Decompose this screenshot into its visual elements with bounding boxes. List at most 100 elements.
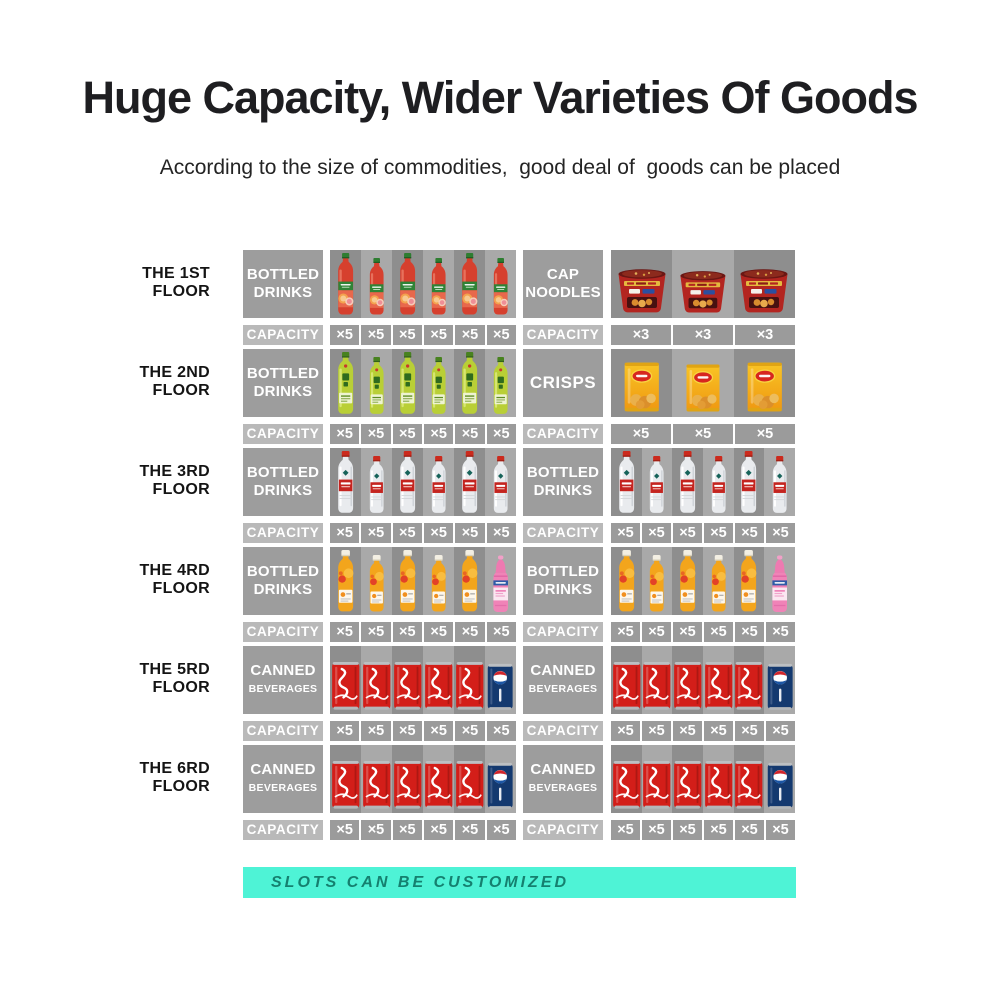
green-tea-bottle-icon <box>366 357 387 414</box>
product-slots <box>330 448 516 516</box>
floor-row: THE 3RD FLOOR BOTTLED DRINKS BOTTLED DRINKS CA… <box>139 448 796 543</box>
product-slot <box>672 646 704 714</box>
product-slot <box>423 448 454 516</box>
capacity-value: ×5 <box>392 820 422 840</box>
capacity-values: ×5 ×5 ×5 ×5 ×5 ×5 <box>611 820 795 840</box>
product-slot <box>641 646 673 714</box>
product-type-label-line: BOTTLED <box>246 364 320 382</box>
product-type-label-line: BOTTLED <box>526 463 600 481</box>
water-bottle-icon <box>615 451 638 513</box>
capacity-band: CAPACITY ×5 ×5 ×5 ×5 ×5 ×5 CAPACITY ×3 ×3 ×3 <box>243 325 795 345</box>
product-slot <box>423 646 454 714</box>
floor-label-line: FLOOR <box>152 381 210 399</box>
product-slots <box>330 250 516 318</box>
product-slot <box>361 250 392 318</box>
capacity-value: ×5 <box>642 523 671 543</box>
floor-label-line: THE 5RD <box>139 661 210 678</box>
product-type-label-line: BOTTLED <box>246 562 320 580</box>
capacity-value: ×5 <box>704 622 733 642</box>
product-slot <box>733 349 795 417</box>
product-slot <box>423 349 454 417</box>
product-type-label-line: BEVERAGES <box>248 683 318 695</box>
product-slots <box>330 349 516 417</box>
floor-label-line: THE 3RD <box>139 463 210 480</box>
capacity-value: ×5 <box>330 325 360 345</box>
capacity-value: ×5 <box>455 721 485 741</box>
orange-juice-bottle-icon <box>737 550 760 612</box>
capacity-value: ×5 <box>486 325 516 345</box>
product-type-label: CANNED BEVERAGES <box>243 646 323 714</box>
product-slot <box>703 646 734 714</box>
red-juice-bottle-icon <box>490 258 511 315</box>
water-bottle-icon <box>428 456 449 513</box>
product-slot <box>611 547 642 615</box>
product-type-label: BOTTLED DRINKS <box>243 448 323 516</box>
orange-juice-bottle-icon <box>428 555 449 612</box>
capacity-value: ×5 <box>735 523 764 543</box>
capacity-value: ×5 <box>330 622 360 642</box>
capacity-value: ×5 <box>361 523 391 543</box>
capacity-value: ×5 <box>642 820 671 840</box>
orange-juice-bottle-icon <box>366 555 387 612</box>
product-slot <box>672 250 734 318</box>
product-slots <box>330 745 516 813</box>
product-slot <box>361 547 392 615</box>
capacity-value: ×5 <box>455 820 485 840</box>
water-bottle-icon <box>676 451 699 513</box>
capacity-value: ×5 <box>392 523 422 543</box>
green-tea-bottle-icon <box>490 357 511 414</box>
capacity-value: ×5 <box>486 424 516 444</box>
capacity-value: ×3 <box>735 325 795 345</box>
capacity-label: CAPACITY <box>523 523 603 543</box>
product-band: CANNED BEVERAGES CANNED BEVERAGES <box>243 745 796 813</box>
floor-label: THE 6RD FLOOR <box>75 760 210 795</box>
water-bottle-icon <box>490 456 511 513</box>
red-juice-bottle-icon <box>428 258 449 315</box>
product-slot <box>454 646 485 714</box>
product-slots <box>330 547 516 615</box>
capacity-values: ×5 ×5 ×5 ×5 ×5 ×5 <box>330 424 516 444</box>
capacity-value: ×5 <box>735 721 764 741</box>
capacity-values: ×5 ×5 ×5 ×5 ×5 ×5 <box>611 523 795 543</box>
product-band: BOTTLED DRINKS BOTTLED DRINKS <box>243 547 796 615</box>
cola-can-icon <box>331 760 361 810</box>
capacity-value: ×5 <box>611 622 640 642</box>
capacity-value: ×5 <box>766 523 795 543</box>
capacity-values: ×5 ×5 ×5 ×5 ×5 ×5 <box>611 721 795 741</box>
cola-can-icon <box>362 661 392 711</box>
water-bottle-icon <box>769 456 790 513</box>
product-band: BOTTLED DRINKS CRISPS <box>243 349 795 417</box>
product-type-label-line: DRINKS <box>533 581 593 598</box>
product-slots <box>611 745 796 813</box>
product-slot <box>485 448 516 516</box>
product-slot <box>641 547 673 615</box>
product-slot <box>330 250 361 318</box>
product-slots <box>330 646 516 714</box>
product-type-label-line: CANNED <box>530 760 596 778</box>
orange-juice-bottle-icon <box>708 555 729 612</box>
product-slot <box>485 547 516 615</box>
capacity-value: ×3 <box>611 325 671 345</box>
water-bottle-icon <box>334 451 357 513</box>
product-slot <box>764 646 796 714</box>
cola-can-icon <box>362 760 392 810</box>
product-slot <box>733 547 765 615</box>
cola-can-icon <box>734 661 764 711</box>
capacity-label: CAPACITY <box>523 622 603 642</box>
product-slots <box>611 448 796 516</box>
product-slot <box>361 646 392 714</box>
product-slot <box>423 547 454 615</box>
cola-can-icon <box>393 760 423 810</box>
orange-juice-bottle-icon <box>676 550 699 612</box>
capacity-value: ×5 <box>455 424 485 444</box>
capacity-value: ×5 <box>766 721 795 741</box>
product-slot <box>672 448 704 516</box>
floor-row: THE 4RD FLOOR BOTTLED DRINKS BOTTLED DRINKS CA… <box>139 547 796 642</box>
capacity-value: ×5 <box>455 523 485 543</box>
floor-label-line: FLOOR <box>152 282 210 300</box>
cup-noodles-icon <box>738 267 790 315</box>
capacity-label: CAPACITY <box>523 721 603 741</box>
product-slot <box>454 448 485 516</box>
red-juice-bottle-icon <box>334 253 357 315</box>
pepsi-can-icon <box>766 762 794 810</box>
